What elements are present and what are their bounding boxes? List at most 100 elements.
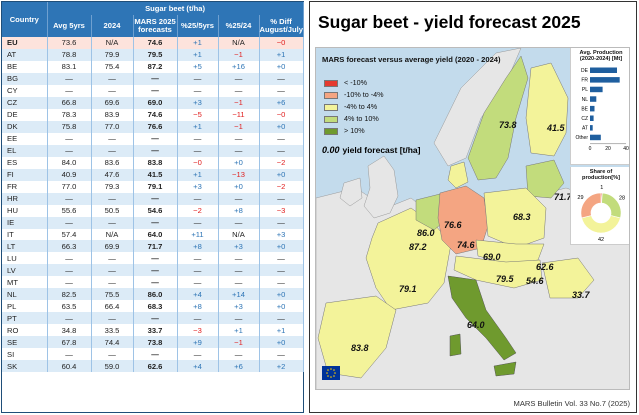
production-inset: Avg. Production (2020-2024) [Mt] DE FR PL N… bbox=[570, 48, 629, 165]
country-cell: HU bbox=[2, 204, 48, 217]
avg5-cell: — bbox=[47, 252, 92, 265]
diff-cell: — bbox=[259, 276, 304, 289]
y2024-cell: — bbox=[91, 276, 134, 289]
pct24-cell: +3 bbox=[218, 300, 260, 313]
forecast-cell: — bbox=[133, 72, 178, 85]
diff-cell: — bbox=[259, 348, 304, 361]
y2024-cell: 69.9 bbox=[91, 240, 134, 253]
map-value-label: 74.6 bbox=[457, 240, 476, 250]
country-cell: EE bbox=[2, 132, 48, 145]
table-row: CZ 66.8 69.6 69.0 +3 −1 +6 bbox=[2, 96, 304, 109]
forecast-cell: 74.6 bbox=[133, 37, 178, 49]
pct24-cell: — bbox=[218, 72, 260, 85]
bar-tick-label: 40 bbox=[623, 146, 629, 152]
forecast-cell: 86.0 bbox=[133, 288, 178, 301]
share-inset-title: Share of production[%] bbox=[582, 169, 620, 182]
diff-cell: +0 bbox=[259, 60, 304, 73]
table-row: IE — — — — — — bbox=[2, 216, 304, 229]
bar-category-label: FR bbox=[581, 78, 588, 84]
forecast-cell: 79.1 bbox=[133, 180, 178, 193]
pct5-cell: +8 bbox=[177, 240, 219, 253]
yield-table: Country Sugar beet (t/ha) Avg 5yrs 2024 … bbox=[2, 2, 304, 373]
pct24-cell: — bbox=[218, 252, 260, 265]
avg5-cell: 66.8 bbox=[47, 96, 92, 109]
y2024-cell: 77.0 bbox=[91, 120, 134, 133]
map-value-labels: 73.8 41.5 76.6 71.7 86.0 87.2 74.6 68.3 69.0 62.6… bbox=[351, 120, 591, 353]
table-row: DE 78.3 83.9 74.6 −5 −11 −0 bbox=[2, 108, 304, 121]
country-cell: SE bbox=[2, 336, 48, 349]
legend-swatch bbox=[324, 115, 338, 123]
pct24-cell: −13 bbox=[218, 168, 260, 181]
diff-cell: — bbox=[259, 192, 304, 205]
y2024-cell: — bbox=[91, 84, 134, 97]
country-cell: BG bbox=[2, 72, 48, 85]
map-panel: Sugar beet - yield forecast 2025 bbox=[309, 1, 637, 413]
pct5-cell: +1 bbox=[177, 37, 219, 49]
region-se bbox=[467, 55, 529, 181]
map-value-label: 64.0 bbox=[467, 320, 485, 330]
country-cell: NL bbox=[2, 288, 48, 301]
europe-map: 73.8 41.5 76.6 71.7 86.0 87.2 74.6 68.3 69.0 62.6… bbox=[316, 48, 629, 389]
diff-cell: +3 bbox=[259, 228, 304, 241]
pct24-cell: +6 bbox=[218, 360, 260, 373]
forecast-cell: 73.8 bbox=[133, 336, 178, 349]
diff-cell: +0 bbox=[259, 240, 304, 253]
pct5-cell: — bbox=[177, 84, 219, 97]
region-it bbox=[447, 275, 517, 361]
forecast-cell: 68.3 bbox=[133, 300, 178, 313]
diff-cell: −0 bbox=[259, 108, 304, 121]
y2024-cell: 79.9 bbox=[91, 48, 134, 61]
forecast-cell: — bbox=[133, 276, 178, 289]
bulletin-footer: MARS Bulletin Vol. 33 No.7 (2025) bbox=[513, 399, 631, 408]
diff-cell: +1 bbox=[259, 324, 304, 337]
y2024-cell: 74.4 bbox=[91, 336, 134, 349]
forecast-cell: 83.8 bbox=[133, 156, 178, 169]
avg5-cell: 77.0 bbox=[47, 180, 92, 193]
bar-tick-label: 20 bbox=[605, 146, 611, 152]
avg5-cell: 34.8 bbox=[47, 324, 92, 337]
table-row: ES 84.0 83.6 83.8 −0 +0 −2 bbox=[2, 156, 304, 169]
table-row: NL 82.5 75.5 86.0 +4 +14 +0 bbox=[2, 288, 304, 301]
pct24-cell: +16 bbox=[218, 60, 260, 73]
bar-category-label: PL bbox=[582, 87, 588, 93]
pct24-cell: — bbox=[218, 276, 260, 289]
legend-label: > 10% bbox=[344, 126, 365, 135]
country-cell: LU bbox=[2, 252, 48, 265]
y2024-cell: N/A bbox=[91, 37, 134, 49]
country-cell: AT bbox=[2, 48, 48, 61]
table-row: CY — — — — — — bbox=[2, 84, 304, 97]
diff-cell: +1 bbox=[259, 48, 304, 61]
avg5-cell: — bbox=[47, 276, 92, 289]
share-slice-label: 28 bbox=[619, 196, 625, 202]
diff-cell: — bbox=[259, 216, 304, 229]
country-cell: FR bbox=[2, 180, 48, 193]
pct5-cell: — bbox=[177, 348, 219, 361]
country-cell: PL bbox=[2, 300, 48, 313]
legend-swatch bbox=[324, 91, 338, 99]
header-product: Sugar beet (t/ha) bbox=[47, 2, 304, 15]
map-value-label: 76.6 bbox=[444, 220, 463, 230]
legend-item: -4% to 4% bbox=[324, 102, 377, 111]
country-cell: IE bbox=[2, 216, 48, 229]
production-bar bbox=[590, 134, 601, 141]
pct5-cell: — bbox=[177, 312, 219, 325]
forecast-cell: 33.7 bbox=[133, 324, 178, 337]
avg5-cell: 78.3 bbox=[47, 108, 92, 121]
pct5-cell: +4 bbox=[177, 360, 219, 373]
table-row: LV — — — — — — bbox=[2, 264, 304, 277]
pct24-cell: +8 bbox=[218, 204, 260, 217]
table-row: EL — — — — — — bbox=[2, 144, 304, 157]
pct24-cell: N/A bbox=[218, 228, 260, 241]
header-avg5: Avg 5yrs bbox=[47, 15, 92, 37]
table-row: BE 83.1 75.4 87.2 +5 +16 +0 bbox=[2, 60, 304, 73]
bar-category-label: DE bbox=[581, 68, 589, 74]
production-bar bbox=[590, 96, 597, 103]
table-row: FR 77.0 79.3 79.1 +3 +0 −2 bbox=[2, 180, 304, 193]
map-value-label: 87.2 bbox=[409, 242, 427, 252]
y2024-cell: 47.6 bbox=[91, 168, 134, 181]
country-cell: IT bbox=[2, 228, 48, 241]
avg5-cell: 67.8 bbox=[47, 336, 92, 349]
map-value-label: 68.3 bbox=[513, 212, 531, 222]
bar-category-label: NL bbox=[582, 97, 589, 103]
